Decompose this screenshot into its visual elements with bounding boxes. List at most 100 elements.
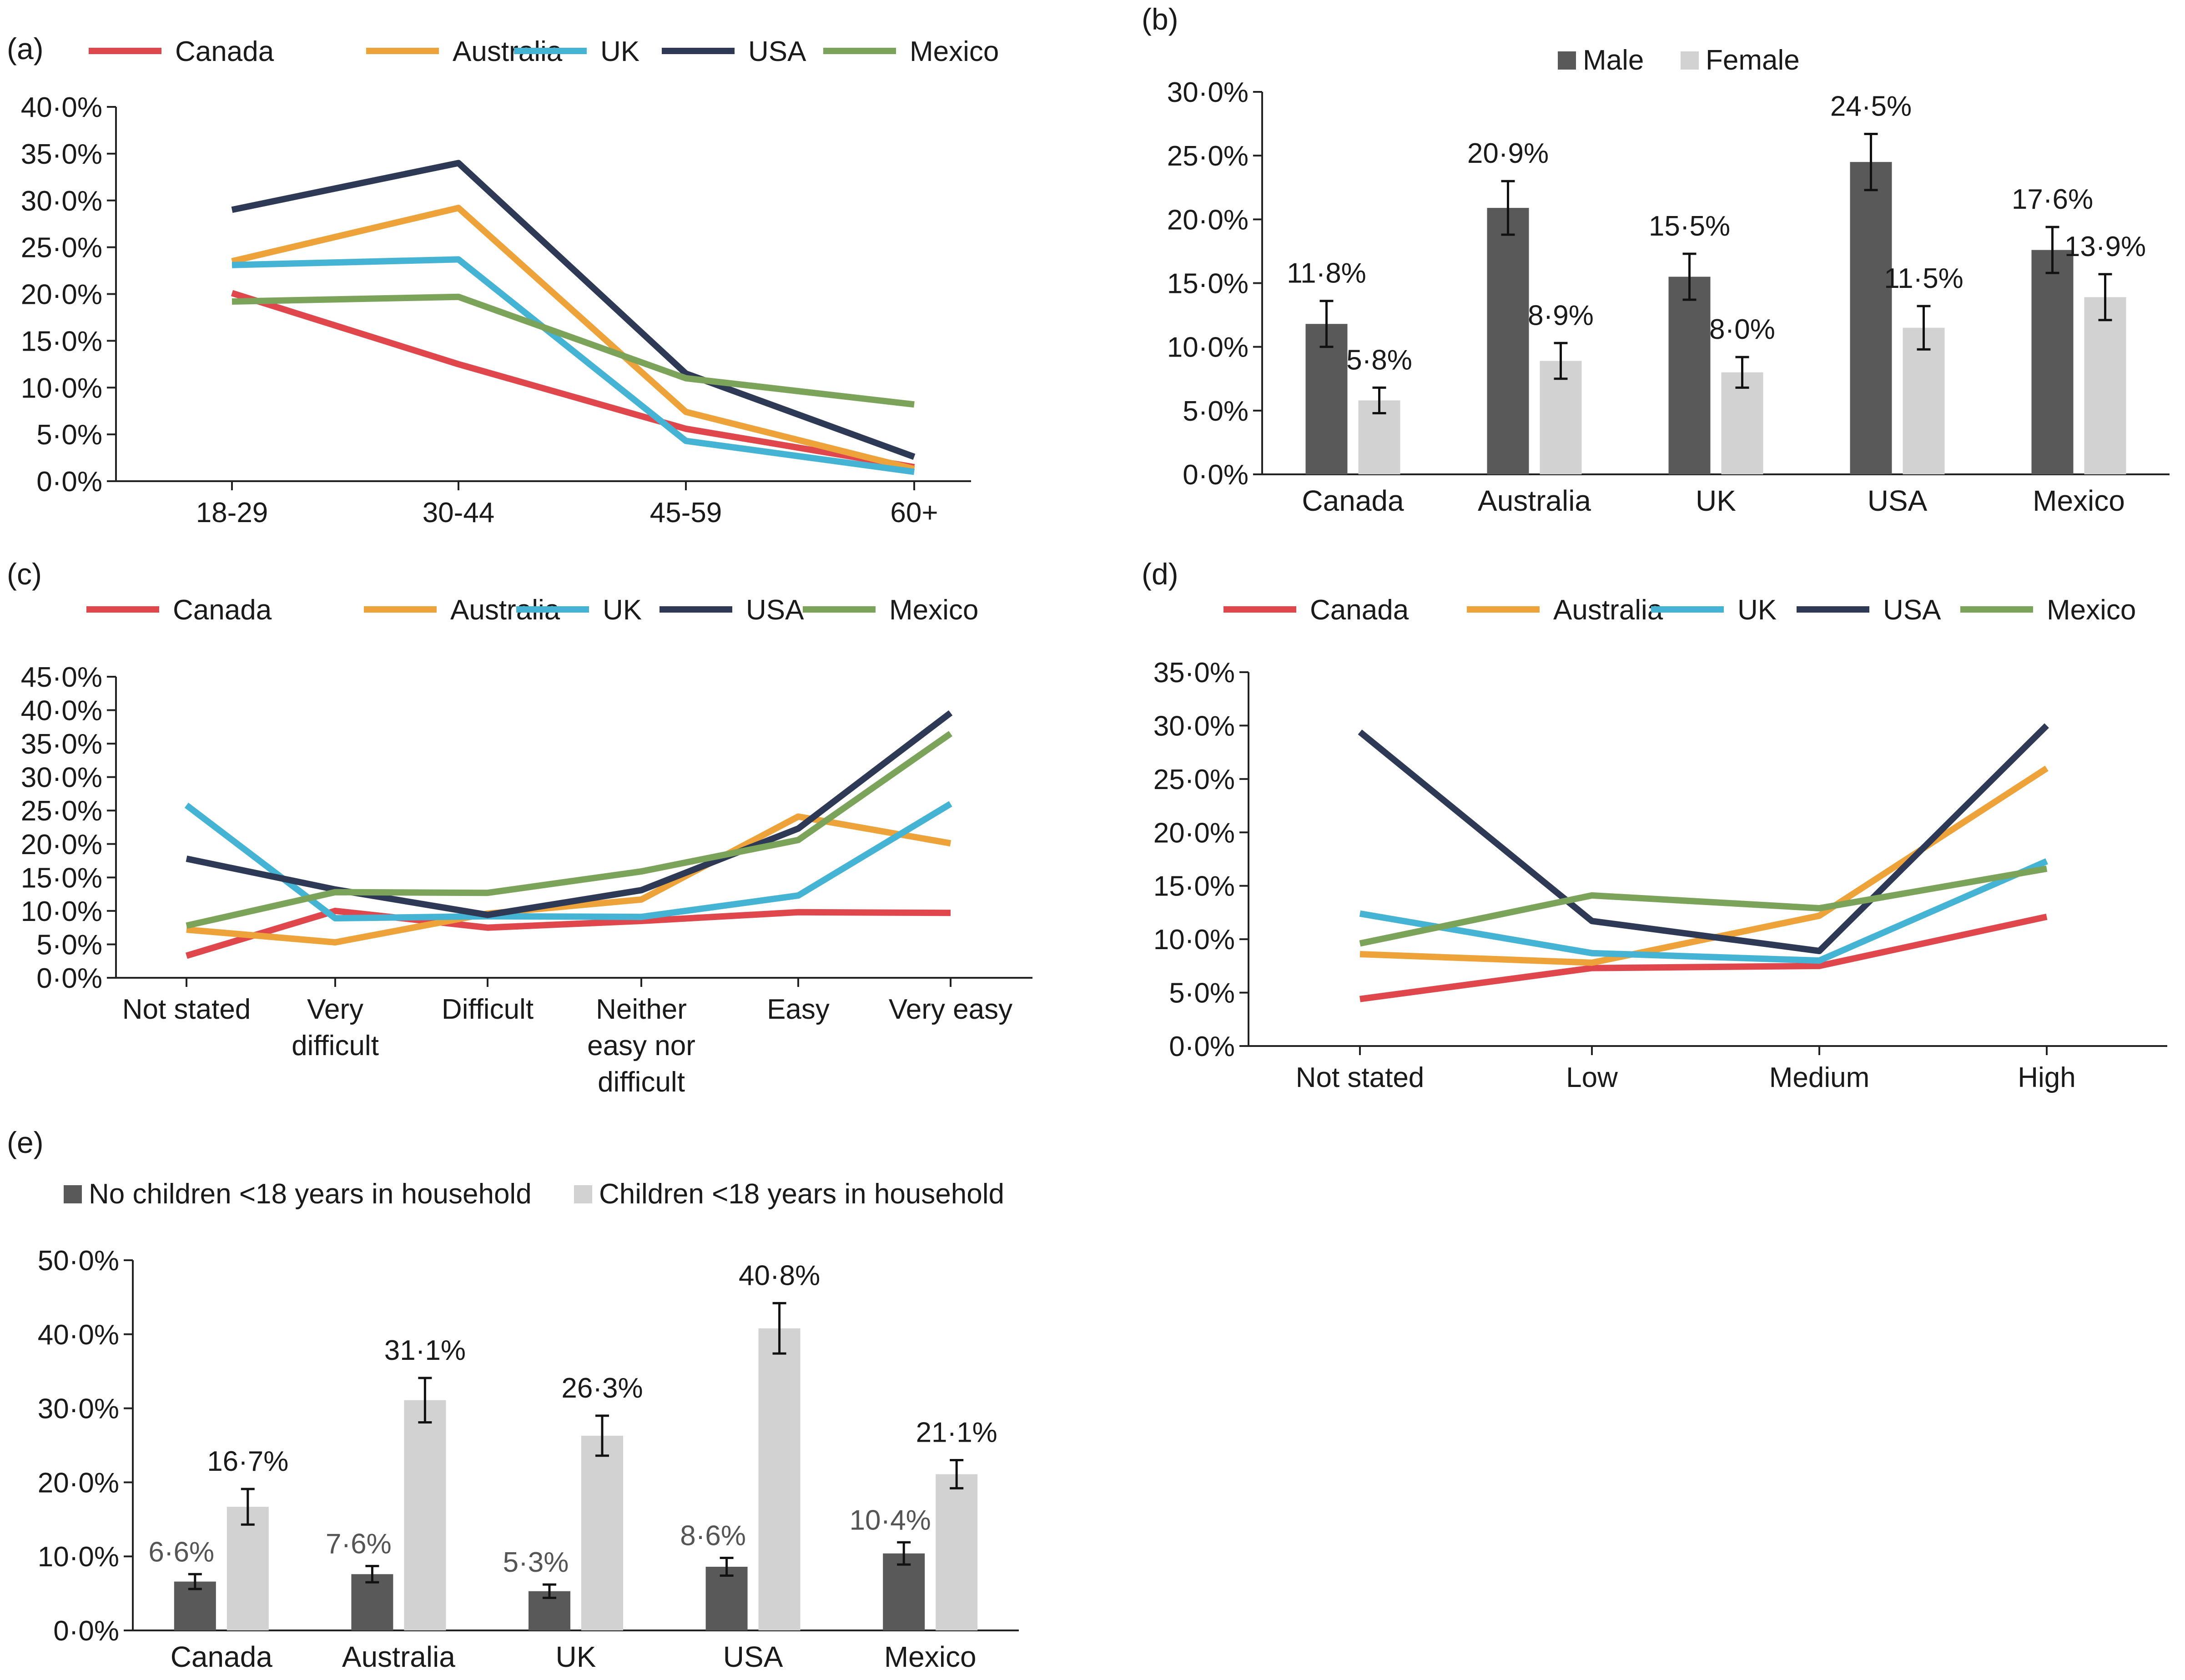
x-tick-label-not-stated-c: Not stated <box>122 994 251 1025</box>
panel-label-e: (e) <box>7 1126 44 1159</box>
y-tick-label-d: 25·0% <box>1153 764 1235 795</box>
y-tick-label-b: 20·0% <box>1167 204 1249 236</box>
series-line-australia-a <box>231 205 915 473</box>
legend-label-usa-c: USA <box>746 594 804 626</box>
y-tick-label-d: 35·0% <box>1153 657 1235 689</box>
data-label-male-uk-b: 15·5% <box>1649 211 1730 242</box>
x-tick-label-canada-b: Canada <box>1302 484 1404 517</box>
data-label-female-australia-b: 8·9% <box>1528 300 1594 331</box>
legend-label-uk-d: UK <box>1737 594 1777 626</box>
panel-label-b: (b) <box>1142 2 1178 36</box>
y-tick-label-c: 30·0% <box>21 762 102 794</box>
panel-label-d: (d) <box>1142 557 1178 591</box>
x-tick-label-usa-b: USA <box>1868 484 1928 517</box>
y-tick-label-a: 10·0% <box>21 372 102 404</box>
bar-female-mexico-b <box>2084 297 2126 474</box>
y-tick-label-b: 30·0% <box>1167 77 1249 108</box>
panel-a: (a) Canada Australia UK USA Mexico0·0%5·0%10·… <box>7 32 999 528</box>
x-tick-label-usa-e: USA <box>723 1640 783 1673</box>
panel-c: (c)Canada Australia UK USA Mexico0·0%5·0%10·… <box>7 557 1032 1098</box>
data-label-female-usa-b: 11·5% <box>1884 263 1963 294</box>
y-tick-label-e: 40·0% <box>38 1319 119 1351</box>
bar-no-children-18-years-in-household-usa-e <box>705 1566 748 1630</box>
y-tick-label-e: 20·0% <box>38 1467 119 1499</box>
bar-male-uk-b <box>1668 277 1711 474</box>
y-tick-label-b: 10·0% <box>1167 332 1249 363</box>
y-tick-label-b: 25·0% <box>1167 141 1249 172</box>
x-tick-label-canada-e: Canada <box>171 1640 273 1673</box>
x-tick-label-45-59-a: 45-59 <box>650 497 722 528</box>
data-label-children-18-years-in-household-mexico-e: 21·1% <box>916 1417 997 1449</box>
data-label-children-18-years-in-household-canada-e: 16·7% <box>207 1446 288 1477</box>
legend-label-uk-c: UK <box>603 594 642 626</box>
legend-swatch-no-children-18-years-in-household-e <box>64 1185 82 1203</box>
data-label-female-mexico-b: 13·9% <box>2064 231 2146 262</box>
legend-label-no-children-18-years-in-household-e: No children <18 years in household <box>89 1178 532 1210</box>
series-line-uk-d <box>1359 858 2048 964</box>
bar-male-canada-b <box>1305 324 1348 474</box>
x-tick-label-australia-b: Australia <box>1478 484 1591 517</box>
y-tick-label-b: 15·0% <box>1167 268 1249 300</box>
legend-swatch-male-b <box>1558 51 1576 70</box>
y-tick-label-a: 20·0% <box>21 279 102 311</box>
x-tick-label-uk-e: UK <box>556 1640 596 1673</box>
y-tick-label-d: 20·0% <box>1153 817 1235 849</box>
data-label-no-children-18-years-in-household-usa-e: 8·6% <box>680 1520 746 1551</box>
bar-children-18-years-in-household-mexico-e <box>936 1474 978 1630</box>
y-tick-label-a: 0·0% <box>36 466 102 498</box>
y-tick-label-e: 0·0% <box>53 1615 119 1647</box>
panel-d: (d) Canada Australia UK USA Mexico 0·0% 5·0% 10·… <box>1142 557 2167 1093</box>
y-tick-label-d: 5·0% <box>1169 978 1235 1009</box>
y-tick-label-e: 10·0% <box>38 1541 119 1573</box>
x-tick-label-low-d: Low <box>1566 1062 1618 1093</box>
bar-children-18-years-in-household-canada-e <box>227 1507 269 1630</box>
y-tick-label-c: 20·0% <box>21 829 102 860</box>
series-line-uk-a <box>232 256 915 475</box>
legend-label-mexico-d: Mexico <box>2047 594 2136 626</box>
y-tick-label-a: 30·0% <box>21 186 102 217</box>
y-tick-label-c: 15·0% <box>21 862 102 894</box>
y-tick-label-c: 0·0% <box>36 963 102 994</box>
x-tick-label-medium-d: Medium <box>1769 1062 1870 1093</box>
y-tick-label-a: 25·0% <box>21 232 102 264</box>
bar-children-18-years-in-household-australia-e <box>404 1400 446 1630</box>
series-line-mexico-a <box>232 293 915 408</box>
series-line-canada-d <box>1359 913 2048 1002</box>
x-tick-label-very-difficult-c: difficult <box>292 1030 379 1061</box>
panel-e: (e) No children <18 years in household Chi… <box>7 1126 1019 1673</box>
x-tick-label-very-difficult-c: Very <box>307 994 363 1025</box>
x-tick-label-neither-easy-nor-difficult-c: Neither <box>596 994 687 1025</box>
y-tick-label-c: 40·0% <box>21 695 102 727</box>
y-tick-label-a: 35·0% <box>21 139 102 170</box>
y-tick-label-d: 10·0% <box>1153 924 1235 956</box>
y-tick-label-a: 15·0% <box>21 326 102 357</box>
panel-label-a: (a) <box>7 32 44 65</box>
data-label-children-18-years-in-household-australia-e: 31·1% <box>384 1335 466 1366</box>
x-tick-label-18-29-a: 18-29 <box>196 497 268 528</box>
y-tick-label-c: 25·0% <box>21 795 102 827</box>
legend-label-children-18-years-in-household-e: Children <18 years in household <box>599 1178 1004 1210</box>
x-tick-label-60-a: 60+ <box>890 497 938 528</box>
data-label-no-children-18-years-in-household-mexico-e: 10·4% <box>850 1504 931 1536</box>
panel-b: (b) Male Female 0·0% 5·0% 10·0% 15·0% 20·0% 25·0… <box>1142 2 2170 517</box>
bar-children-18-years-in-household-usa-e <box>758 1328 800 1630</box>
data-label-female-canada-b: 5·8% <box>1346 344 1412 376</box>
y-tick-label-c: 5·0% <box>36 929 102 961</box>
panel-label-c: (c) <box>7 557 42 591</box>
legend-label-canada-a: Canada <box>175 36 274 67</box>
series-line-usa-c <box>186 710 953 918</box>
series-line-mexico-c <box>186 731 953 929</box>
x-tick-label-neither-easy-nor-difficult-c: easy nor <box>587 1030 695 1061</box>
series-line-usa-d <box>1358 723 2049 954</box>
y-tick-label-e: 50·0% <box>38 1245 119 1277</box>
legend-label-usa-a: USA <box>748 36 806 67</box>
bar-children-18-years-in-household-uk-e <box>581 1435 623 1630</box>
legend-label-mexico-a: Mexico <box>910 36 999 67</box>
legend-label-male-b: Male <box>1583 45 1644 76</box>
x-tick-label-australia-e: Australia <box>342 1640 455 1673</box>
series-line-canada-a <box>231 290 915 471</box>
bar-no-children-18-years-in-household-australia-e <box>351 1574 393 1630</box>
x-tick-label-difficult-c: Difficult <box>442 994 534 1025</box>
y-tick-label-d: 30·0% <box>1153 710 1235 742</box>
